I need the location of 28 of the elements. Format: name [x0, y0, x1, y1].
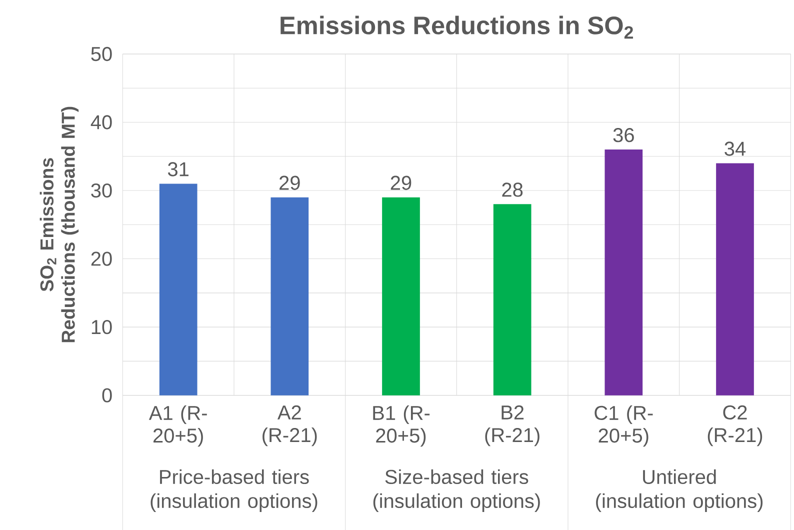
bar — [716, 163, 754, 396]
bar — [270, 197, 309, 396]
x-tick-label: A2 (R-21) — [262, 405, 317, 446]
x-tick-label: B1 (R-20+5) — [373, 405, 430, 447]
data-label: 29 — [280, 176, 300, 190]
x-tick-label: C1 (R-20+5) — [594, 405, 653, 447]
y-tick-label: 10 — [92, 320, 112, 334]
chart-title: Emissions Reductions in SO$_{2}$ — [280, 16, 633, 39]
bar — [159, 184, 198, 396]
y-tick-label: 20 — [91, 252, 112, 266]
data-label: 28 — [502, 182, 523, 197]
text: Size-based tiers (insulation options) — [373, 469, 540, 512]
data-label: 31 — [168, 162, 188, 176]
y-tick-label: 50 — [91, 46, 112, 62]
bar — [493, 204, 532, 396]
y-tick-label: 0 — [102, 388, 112, 402]
data-label: 29 — [390, 176, 412, 190]
bar — [604, 150, 643, 396]
text: Untiered (insulation options) — [596, 469, 763, 512]
text: Price-based tiers (insulation options) — [150, 469, 318, 512]
data-label: 34 — [724, 142, 746, 156]
y-tick-label: 30 — [91, 183, 112, 198]
y-tick-label: 40 — [90, 115, 112, 130]
x-tick-label: C2 (R-21) — [708, 405, 762, 446]
x-tick-label: B2 (R-21) — [485, 405, 540, 446]
x-tick-label: A1 (R-20+5) — [148, 405, 207, 447]
bar — [382, 197, 420, 396]
data-label: 36 — [613, 128, 634, 142]
